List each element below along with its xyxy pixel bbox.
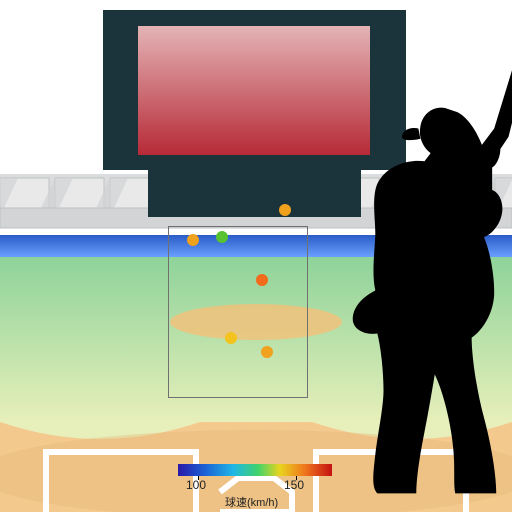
- speed-colorbar: [178, 464, 332, 476]
- pitch-dot: [256, 274, 268, 286]
- colorbar-title: 球速(km/h): [225, 494, 278, 510]
- batter-silhouette: [322, 46, 512, 498]
- pitch-dot: [279, 204, 291, 216]
- colorbar-tick-label: 150: [284, 478, 304, 492]
- strike-zone: [168, 226, 308, 398]
- pitch-location-diagram: 100 150 球速(km/h): [0, 0, 512, 512]
- pitch-dot: [216, 231, 228, 243]
- colorbar-tick-label: 100: [186, 478, 206, 492]
- pitch-dot: [225, 332, 237, 344]
- pitch-dot: [261, 346, 273, 358]
- pitch-dot: [187, 234, 199, 246]
